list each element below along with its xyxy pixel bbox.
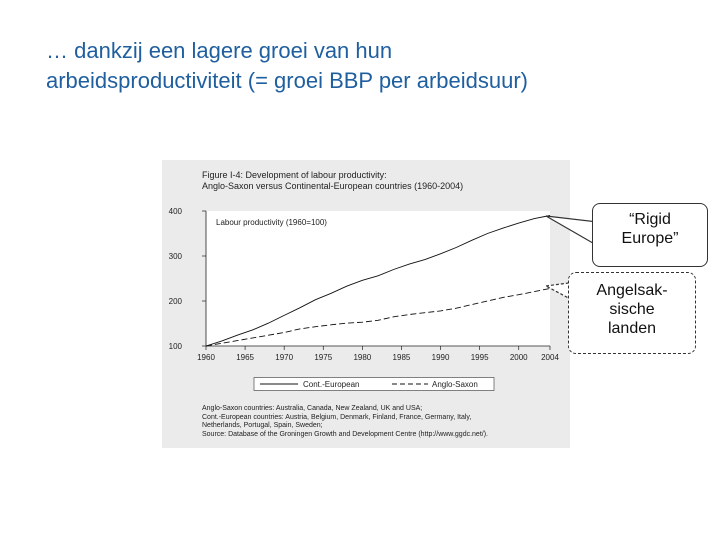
slide-title-line2: arbeidsproductiviteit (= groei BBP per a… <box>46 68 529 93</box>
x-tick-label: 2000 <box>510 353 528 362</box>
y-tick-label: 300 <box>169 252 183 261</box>
slide-title: … dankzij een lagere groei van hun arbei… <box>46 36 686 96</box>
slide-title-line1: … dankzij een lagere groei van hun <box>46 38 393 63</box>
figure-title-line1: Figure I-4: Development of labour produc… <box>202 170 387 180</box>
plot-area <box>206 211 550 346</box>
note-line: Netherlands, Portugal, Spain, Sweden; <box>202 422 323 429</box>
chart-legend: Cont.-European Anglo-Saxon <box>253 377 495 391</box>
figure-notes: Anglo-Saxon countries: Australia, Canada… <box>202 405 562 439</box>
series-line-anglo-saxon <box>205 287 551 347</box>
series-lines <box>205 215 551 347</box>
line-chart: 100 200 300 400 1960 1965 1970 1975 1980 1985 1990… <box>169 207 560 362</box>
callout-anglo-saxon: Angelsak- sische landen <box>568 272 696 354</box>
legend-label-anglo-saxon: Anglo-Saxon <box>432 380 478 389</box>
x-tick-label: 1975 <box>314 353 332 362</box>
x-tick-label: 1965 <box>236 353 254 362</box>
callout-anglo-line3: landen <box>607 320 657 337</box>
note-line: Source: Database of the Groningen Growth… <box>202 430 488 438</box>
series-line-cont-european <box>205 215 551 347</box>
figure-title-line2: Anglo-Saxon versus Continental-European … <box>202 181 464 191</box>
y-tick-label: 100 <box>169 342 183 351</box>
callout-rigid-line2: Europe” <box>621 230 679 247</box>
note-line: Cont.-European countries: Austria, Belgi… <box>202 413 472 421</box>
figure-panel: Figure I-4: Development of labour produc… <box>162 160 570 448</box>
x-tick-label: 1980 <box>353 353 371 362</box>
note-line: Anglo-Saxon countries: Australia, Canada… <box>202 405 423 412</box>
callout-anglo-line2: sische <box>609 301 655 318</box>
callout-rigid-line1: “Rigid <box>629 211 671 228</box>
y-tick-label: 400 <box>169 207 183 216</box>
x-tick-label: 1960 <box>197 353 215 362</box>
y-tick-label: 200 <box>169 297 183 306</box>
x-tick-label: 1970 <box>275 353 293 362</box>
axes: 100 200 300 400 1960 1965 1970 1975 1980 1985 1990… <box>169 207 560 362</box>
x-tick-label: 1995 <box>471 353 489 362</box>
x-tick-label: 1985 <box>393 353 411 362</box>
x-tick-label: 1990 <box>432 353 450 362</box>
callout-rigid-europe: “Rigid Europe” <box>592 203 708 267</box>
figure-title: Figure I-4: Development of labour produc… <box>202 170 562 192</box>
y-axis-label: Labour productivity (1960=100) <box>216 218 327 227</box>
x-tick-label: 2004 <box>541 353 559 362</box>
legend-label-cont-european: Cont.-European <box>303 380 359 389</box>
callout-anglo-line1: Angelsak- <box>596 282 668 299</box>
legend-box <box>253 377 495 391</box>
